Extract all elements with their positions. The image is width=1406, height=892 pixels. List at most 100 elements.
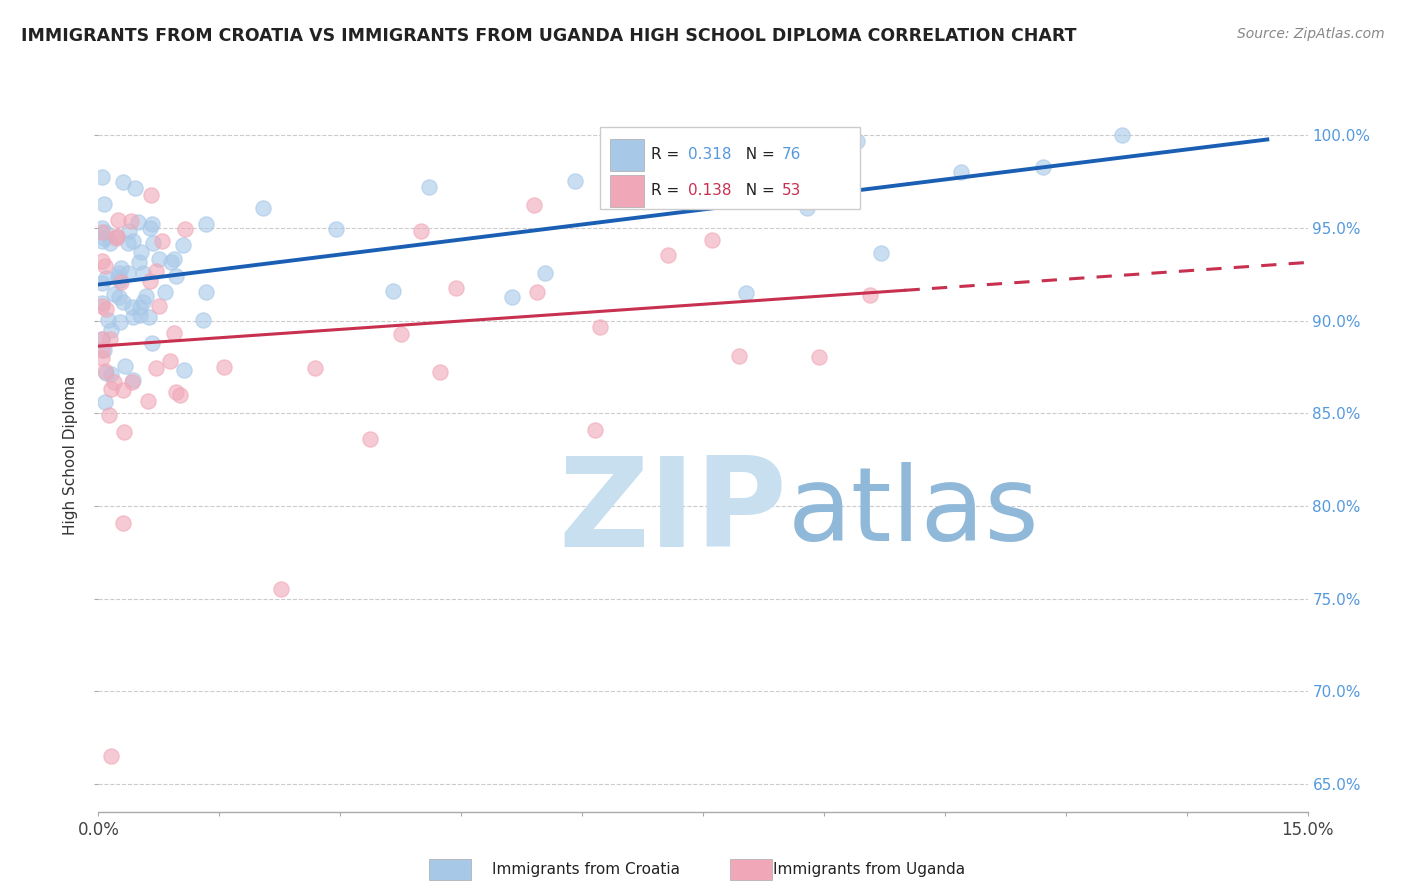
Point (148, 252, 170, 267)
Point (128, 255, 150, 269)
Point (700, 233, 723, 247)
Point (94, 301, 117, 316)
Point (91, 234, 114, 248)
Point (141, 336, 163, 351)
Point (96, 271, 118, 285)
Point (103, 376, 125, 390)
Point (159, 353, 181, 368)
Point (110, 273, 132, 287)
Point (105, 228, 128, 243)
Point (728, 349, 751, 363)
Point (845, 134, 868, 148)
Point (780, 192, 803, 206)
Point (124, 181, 146, 195)
Point (97, 312, 120, 326)
Point (418, 179, 440, 194)
Point (174, 221, 197, 235)
Point (117, 265, 139, 279)
Point (675, 128, 697, 143)
FancyBboxPatch shape (600, 127, 860, 209)
Point (111, 516, 134, 531)
Text: Source: ZipAtlas.com: Source: ZipAtlas.com (1237, 27, 1385, 41)
Point (94, 366, 117, 380)
Point (252, 202, 274, 216)
Point (91, 220, 114, 235)
Point (359, 432, 381, 446)
Point (165, 385, 187, 400)
Point (526, 285, 548, 299)
Point (501, 290, 523, 304)
Text: R =: R = (651, 147, 685, 162)
Point (389, 326, 412, 341)
Text: Immigrants from Uganda: Immigrants from Uganda (773, 863, 966, 877)
Point (107, 269, 129, 284)
Point (409, 224, 432, 238)
Point (132, 295, 155, 310)
Point (195, 217, 218, 231)
Point (103, 287, 125, 301)
Point (105, 231, 128, 245)
Point (110, 260, 132, 275)
Point (446, 281, 468, 295)
Point (93, 196, 115, 211)
Point (172, 238, 194, 252)
FancyBboxPatch shape (610, 138, 644, 170)
Point (1111, 128, 1133, 143)
Point (304, 361, 326, 376)
Point (97, 408, 120, 422)
Point (120, 213, 142, 227)
Text: atlas: atlas (787, 461, 1039, 563)
Point (91, 332, 114, 346)
Point (118, 224, 141, 238)
Point (100, 367, 122, 381)
Point (270, 582, 292, 597)
Point (169, 388, 191, 402)
Point (160, 255, 183, 269)
Point (114, 359, 136, 373)
Point (91, 277, 114, 291)
Point (173, 362, 195, 376)
Point (121, 234, 143, 248)
Point (325, 221, 347, 235)
Point (163, 252, 186, 266)
Point (94, 363, 117, 377)
Text: 76: 76 (782, 147, 801, 162)
Point (100, 323, 122, 337)
Text: R =: R = (651, 183, 685, 198)
Point (141, 217, 163, 231)
Point (139, 274, 162, 288)
Point (735, 285, 758, 300)
Point (523, 198, 546, 212)
FancyBboxPatch shape (610, 175, 644, 207)
Point (135, 289, 157, 303)
Point (111, 383, 134, 397)
Point (148, 299, 170, 313)
Point (94, 259, 117, 273)
Point (121, 376, 143, 390)
Point (107, 212, 129, 227)
Point (145, 264, 167, 278)
Point (108, 315, 131, 329)
Point (100, 749, 122, 764)
Point (870, 246, 893, 260)
Point (166, 269, 188, 284)
Point (111, 175, 134, 189)
Point (136, 394, 159, 409)
Text: Immigrants from Croatia: Immigrants from Croatia (492, 863, 681, 877)
Point (138, 310, 160, 325)
Point (121, 310, 143, 325)
Point (110, 275, 132, 289)
Point (129, 245, 152, 260)
Y-axis label: High School Diploma: High School Diploma (63, 376, 79, 534)
Point (153, 285, 176, 299)
Point (858, 287, 880, 301)
Point (142, 236, 165, 251)
Point (589, 320, 612, 334)
Point (796, 201, 818, 215)
Point (808, 350, 831, 364)
Point (129, 300, 152, 314)
Point (195, 285, 218, 299)
Point (91, 169, 114, 184)
Point (163, 326, 186, 341)
Point (139, 221, 162, 235)
